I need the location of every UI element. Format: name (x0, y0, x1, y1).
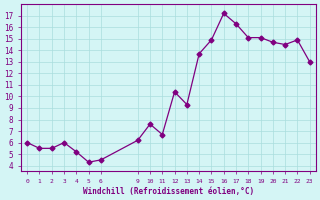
X-axis label: Windchill (Refroidissement éolien,°C): Windchill (Refroidissement éolien,°C) (83, 187, 254, 196)
